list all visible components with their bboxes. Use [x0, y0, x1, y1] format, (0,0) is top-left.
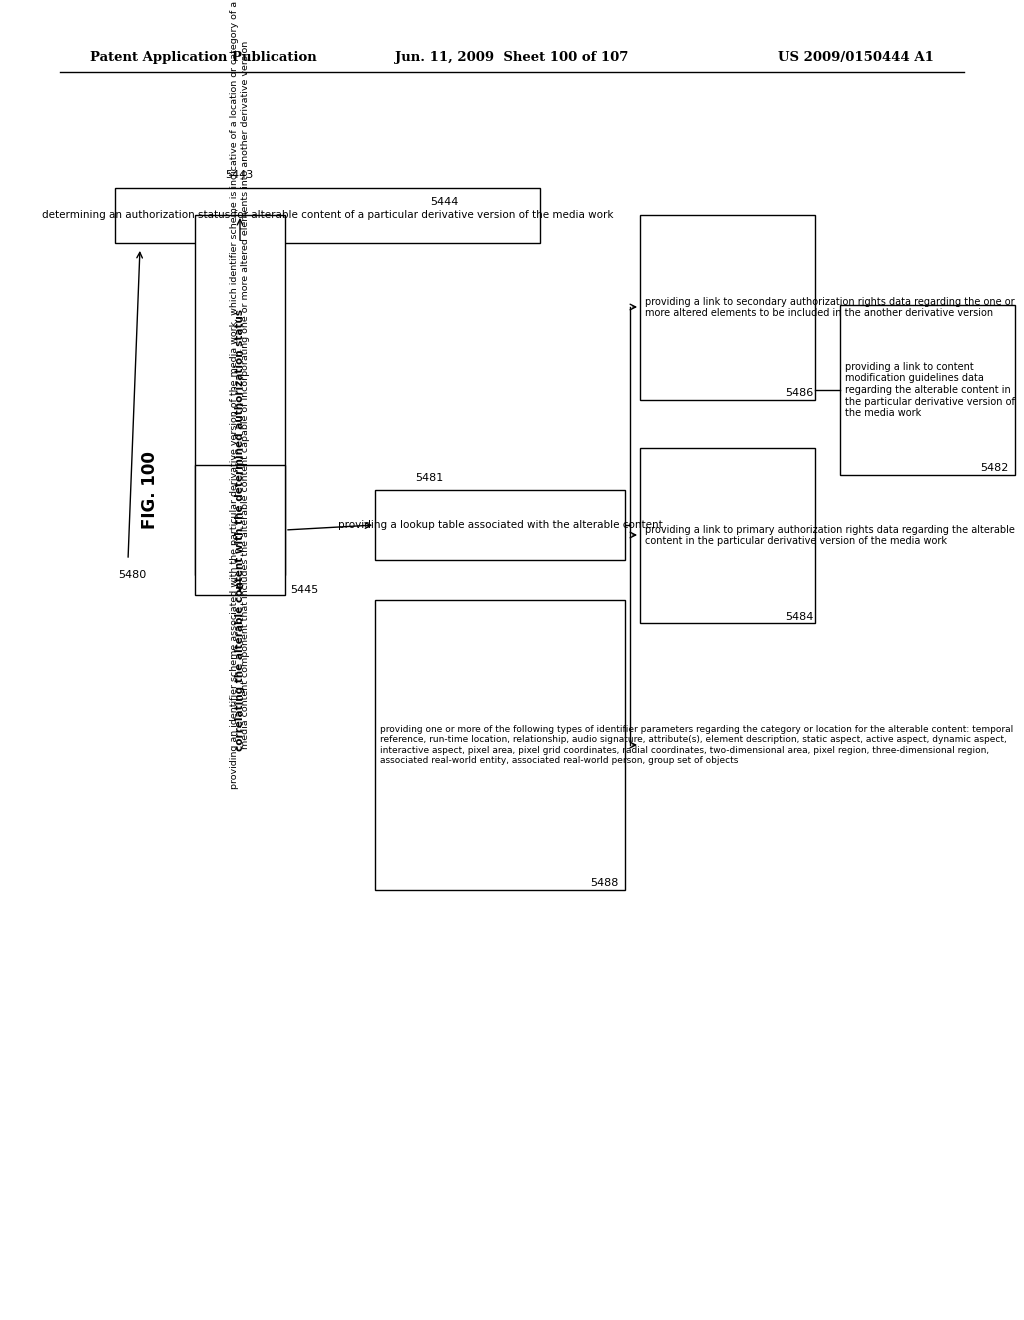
FancyBboxPatch shape: [115, 187, 540, 243]
Text: determining an authorization status for alterable content of a particular deriva: determining an authorization status for …: [42, 210, 613, 220]
Text: 5481: 5481: [415, 473, 443, 483]
FancyBboxPatch shape: [195, 215, 285, 576]
FancyBboxPatch shape: [640, 447, 815, 623]
Text: US 2009/0150444 A1: US 2009/0150444 A1: [778, 51, 934, 65]
Text: providing an identifier scheme associated with the particular derivative version: providing an identifier scheme associate…: [230, 1, 250, 789]
Text: Patent Application Publication: Patent Application Publication: [90, 51, 316, 65]
Text: providing a link to content modification guidelines data regarding the alterable: providing a link to content modification…: [845, 362, 1015, 418]
FancyBboxPatch shape: [195, 465, 285, 595]
Text: correlating the alterable content with the determined authorization status: correlating the alterable content with t…: [234, 309, 245, 751]
Text: providing a lookup table associated with the alterable content: providing a lookup table associated with…: [338, 520, 663, 531]
FancyBboxPatch shape: [840, 305, 1015, 475]
Text: 5444: 5444: [430, 197, 459, 207]
Text: providing a link to secondary authorization rights data regarding the one or mor: providing a link to secondary authorizat…: [645, 297, 1015, 318]
Text: 5445: 5445: [290, 585, 318, 595]
Text: 5484: 5484: [785, 612, 813, 622]
Text: providing a link to primary authorization rights data regarding the alterable co: providing a link to primary authorizatio…: [645, 525, 1015, 546]
FancyBboxPatch shape: [640, 215, 815, 400]
Text: 5486: 5486: [785, 388, 813, 399]
Text: FIG. 100: FIG. 100: [141, 451, 159, 529]
Text: 5488: 5488: [590, 878, 618, 888]
Text: providing one or more of the following types of identifier parameters regarding : providing one or more of the following t…: [380, 725, 1014, 766]
Text: Jun. 11, 2009  Sheet 100 of 107: Jun. 11, 2009 Sheet 100 of 107: [395, 51, 629, 65]
Text: 5443: 5443: [225, 170, 253, 180]
FancyBboxPatch shape: [375, 601, 625, 890]
Text: 5480: 5480: [118, 570, 146, 579]
FancyBboxPatch shape: [375, 490, 625, 560]
Text: 5482: 5482: [980, 463, 1009, 473]
